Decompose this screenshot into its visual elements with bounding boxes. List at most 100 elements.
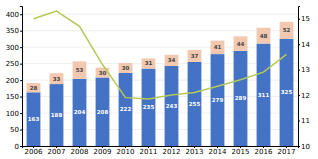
data-label: 28 (30, 85, 38, 91)
data-label: 52 (283, 27, 291, 33)
data-label: 34 (168, 57, 176, 63)
data-label: 204 (74, 109, 86, 115)
y2-tick: 13 (298, 66, 310, 74)
x-tick-label: 2017 (278, 148, 296, 156)
grid-line (22, 14, 298, 15)
bar (257, 28, 271, 44)
x-tick-label: 2014 (209, 148, 227, 156)
data-label: 255 (189, 101, 201, 107)
x-tick: 2015 (232, 146, 250, 156)
data-label: 44 (237, 41, 245, 47)
x-tick-label: 2013 (186, 148, 204, 156)
y-tick-mark (20, 47, 22, 48)
y-tick: 250 (6, 60, 22, 68)
y2-tick-label: 14 (301, 41, 310, 49)
x-tick-label: 2007 (48, 148, 66, 156)
bar (96, 77, 110, 146)
y-tick-label: 200 (6, 77, 19, 85)
y2-tick: 15 (298, 15, 310, 23)
y2-tick-label: 15 (301, 15, 310, 23)
data-label: 33 (53, 76, 61, 82)
data-label: 188 (51, 112, 63, 118)
bar (165, 66, 179, 146)
y-tick: 0 (15, 143, 22, 151)
marks (27, 11, 294, 146)
chart: 1631882042082222352432552792893113252833… (0, 0, 318, 159)
bar (73, 61, 87, 78)
data-label: 30 (99, 70, 107, 76)
data-label: 243 (166, 103, 178, 109)
bar (142, 69, 156, 146)
y2-axis: 10 11 12 13 14 15 (298, 7, 310, 151)
bar (119, 73, 133, 146)
y-axis-line (20, 7, 23, 147)
bar (211, 54, 225, 146)
data-label: 163 (28, 116, 40, 122)
bar (119, 63, 133, 73)
x-tick-label: 2016 (255, 148, 273, 156)
bar (73, 79, 87, 146)
data-label: 235 (143, 104, 155, 110)
y-tick: 150 (6, 93, 22, 101)
x-tick: 2014 (209, 146, 227, 156)
data-label: 222 (120, 106, 132, 112)
y-tick-mark (20, 97, 22, 98)
data-label: 53 (76, 67, 84, 73)
y-tick-mark (20, 64, 22, 65)
y-tick: 50 (10, 126, 22, 134)
y2-tick-mark (298, 70, 300, 71)
bar (27, 83, 41, 92)
bar (280, 22, 294, 39)
x-tick: 2008 (71, 146, 89, 156)
bar (211, 41, 225, 55)
y-tick: 300 (6, 44, 22, 52)
y2-tick-mark (298, 44, 300, 45)
y-tick-mark (20, 80, 22, 81)
y-tick-label: 0 (15, 143, 19, 151)
y-tick: 400 (6, 11, 22, 19)
y-tick-mark (20, 31, 22, 32)
data-label: 311 (258, 92, 270, 98)
y-tick-mark (20, 113, 22, 114)
y2-tick-label: 10 (301, 143, 310, 151)
y-tick-mark (20, 130, 22, 131)
x-tick: 2017 (278, 146, 296, 156)
y-tick: 200 (6, 77, 22, 85)
bar (188, 50, 202, 62)
bar (165, 55, 179, 66)
data-label: 325 (281, 89, 293, 95)
y2-axis-line (299, 7, 301, 147)
y-tick-label: 100 (6, 110, 19, 118)
data-label: 279 (212, 97, 224, 103)
x-tick: 2012 (163, 146, 181, 156)
y2-tick: 12 (298, 92, 310, 100)
line (34, 11, 287, 99)
y2-tick-label: 11 (301, 117, 310, 125)
bar (234, 36, 248, 50)
data-labels: 1631882042082222352432552792893113252833… (28, 27, 293, 122)
y-tick: 100 (6, 110, 22, 118)
data-label: 30 (122, 65, 130, 71)
y-tick-label: 250 (6, 60, 19, 68)
y2-tick: 14 (298, 41, 310, 49)
y-tick-label: 150 (6, 93, 19, 101)
data-label: 208 (97, 109, 109, 115)
x-tick-label: 2015 (232, 148, 250, 156)
bar (188, 62, 202, 146)
data-label: 37 (191, 53, 199, 59)
grid (22, 14, 298, 146)
y2-tick: 10 (298, 143, 310, 151)
x-tick: 2009 (94, 146, 112, 156)
data-label: 48 (260, 33, 268, 39)
x-tick-label: 2009 (94, 148, 112, 156)
y-tick-label: 300 (6, 44, 19, 52)
y-tick-label: 400 (6, 11, 19, 19)
x-tick: 2010 (117, 146, 135, 156)
bar (257, 44, 271, 146)
y-axis: 050100150200250300350400 (6, 7, 23, 151)
y2-tick-mark (298, 95, 300, 96)
y-tick-mark (20, 14, 22, 15)
x-tick: 2011 (140, 146, 158, 156)
x-tick-label: 2006 (25, 148, 43, 156)
x-tick: 2006 (25, 146, 43, 156)
